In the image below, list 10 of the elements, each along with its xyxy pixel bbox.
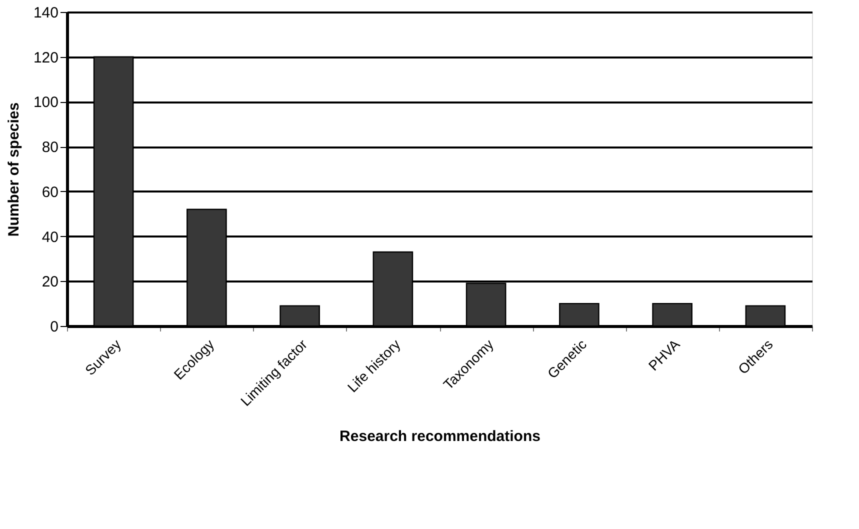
y-tick-label: 80 <box>42 139 58 156</box>
y-tick-label: 140 <box>33 4 58 22</box>
y-tick-label: 0 <box>50 318 58 336</box>
y-tick-label: 100 <box>33 94 58 112</box>
y-tick-label: 40 <box>42 228 58 246</box>
x-axis-title: Research recommendations <box>340 428 540 446</box>
y-tick-label: 120 <box>33 49 58 66</box>
y-tick-label: 20 <box>42 274 58 291</box>
y-axis-title: Number of species <box>5 102 22 237</box>
y-tick-label: 60 <box>42 184 58 201</box>
